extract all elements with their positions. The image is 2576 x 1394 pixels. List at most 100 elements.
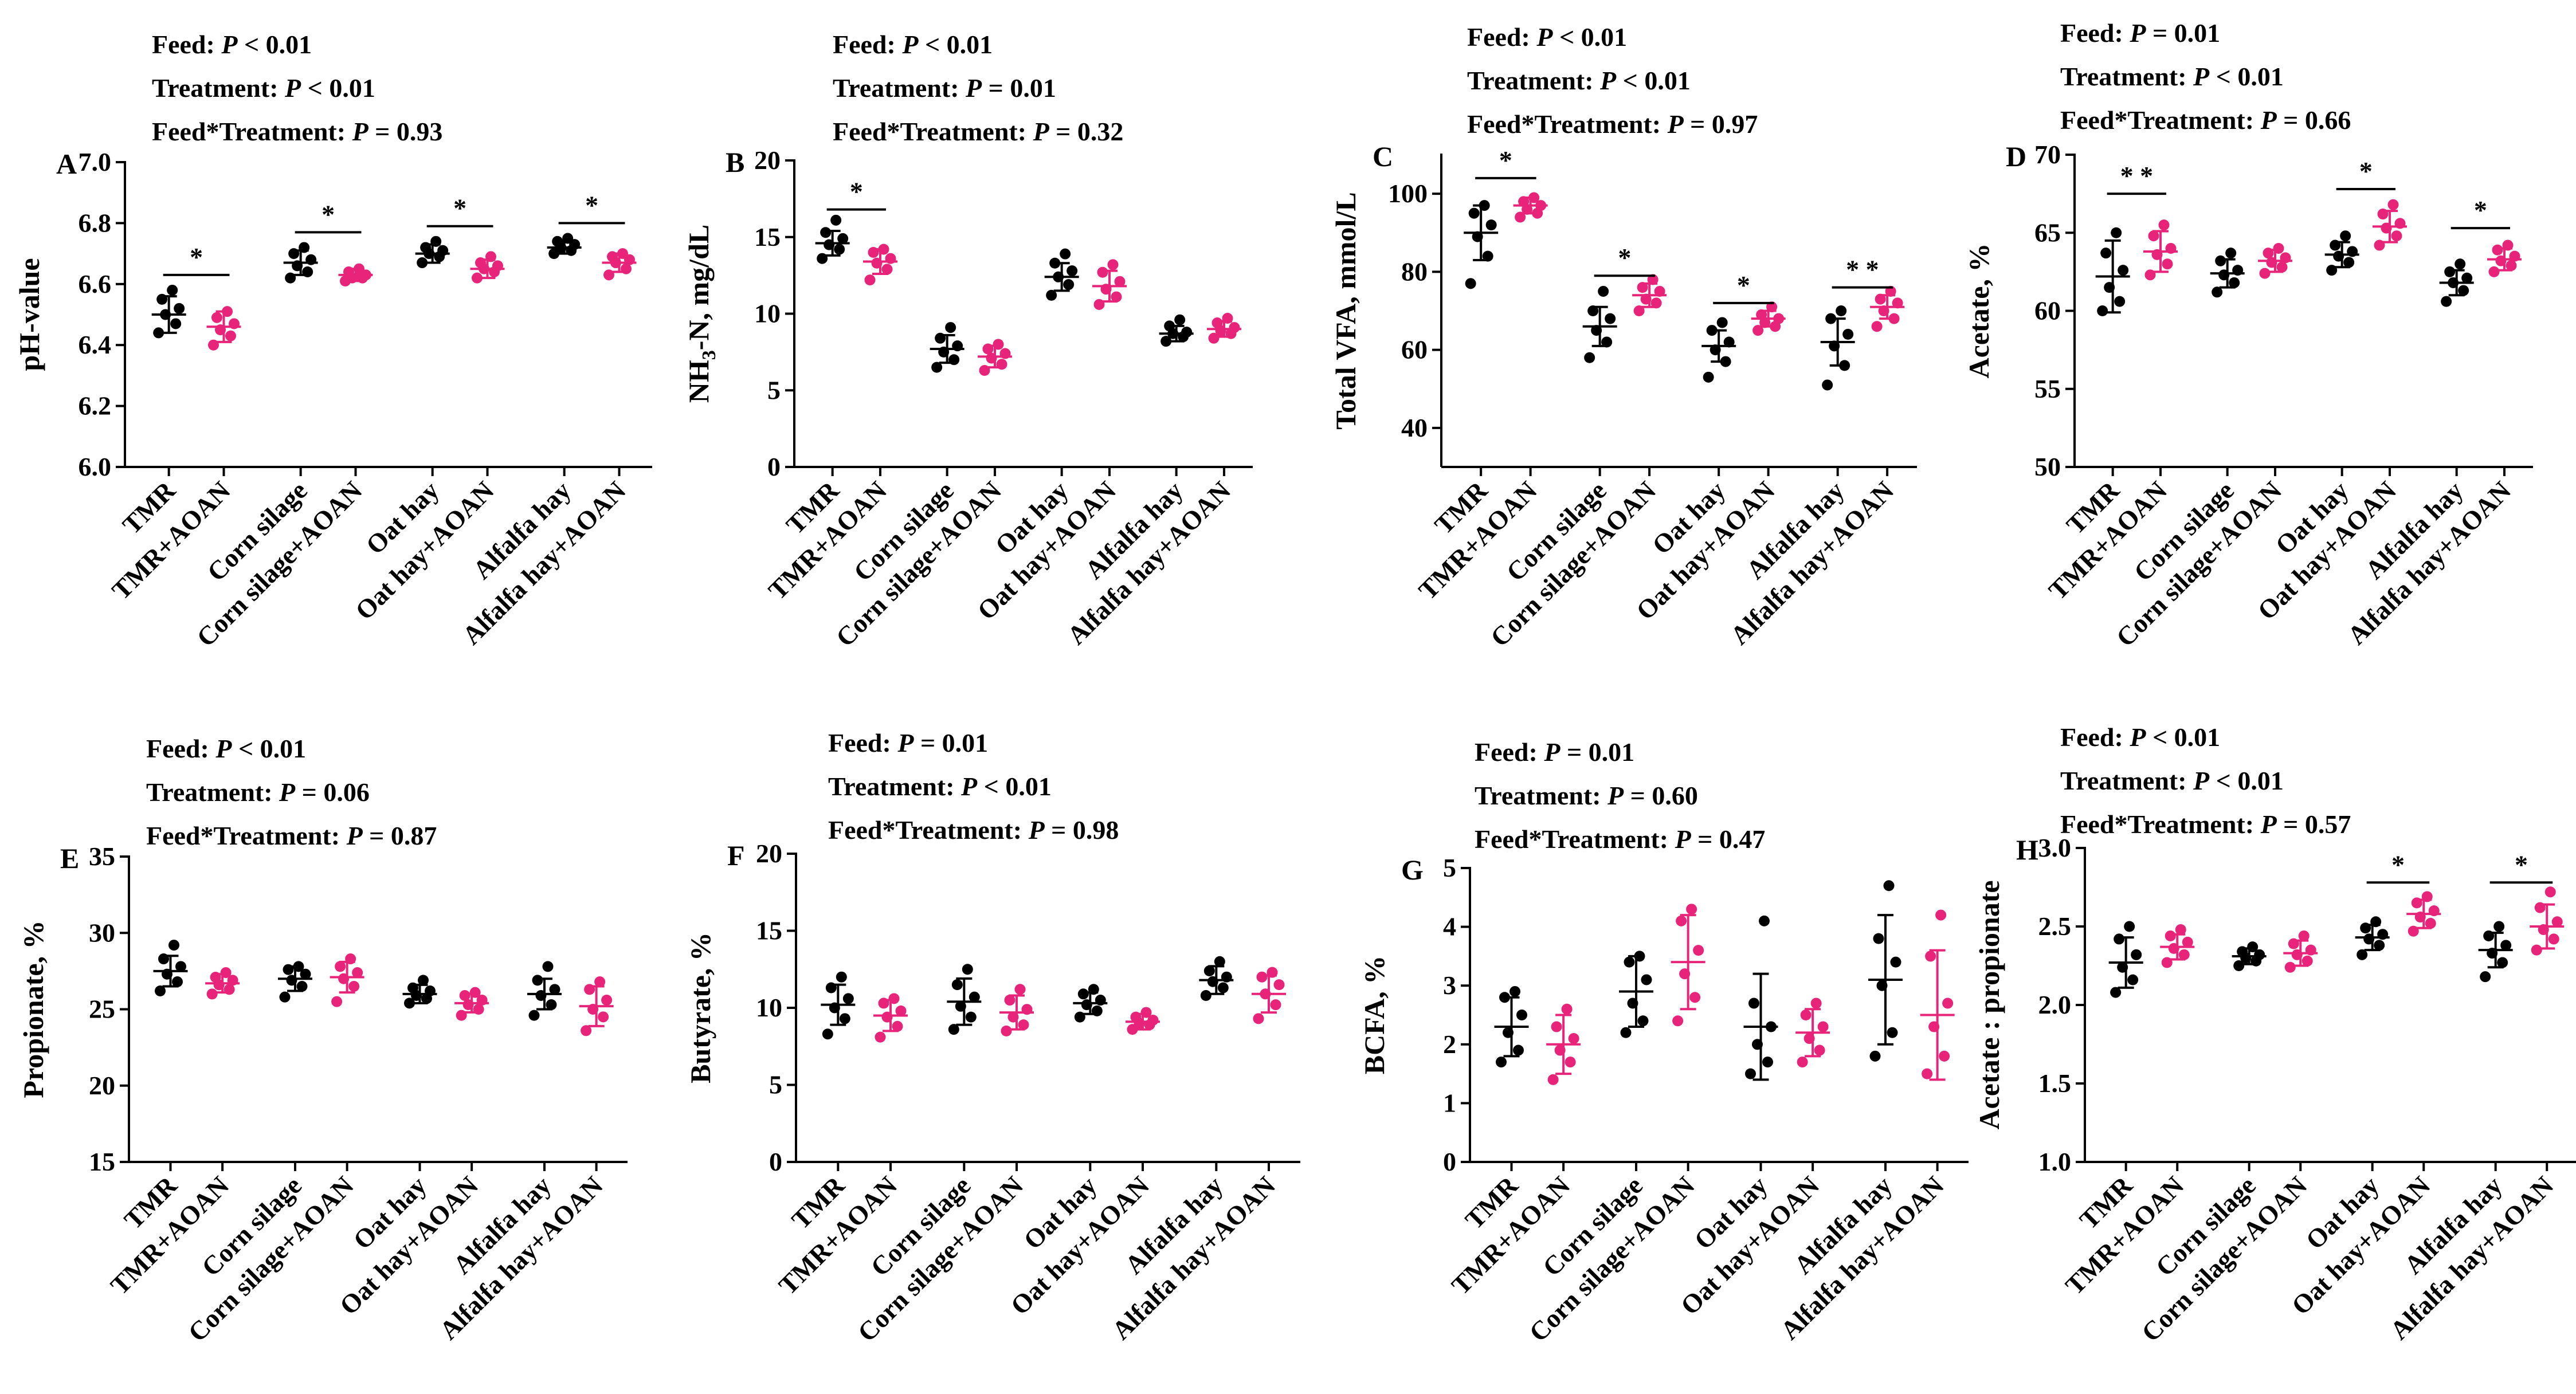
y-tick-label: 0 [769,1147,782,1176]
stat-label: Feed: [146,734,215,763]
data-point [1535,200,1547,211]
stat-line: Feed*Treatment: P = 0.97 [1467,109,1758,139]
data-point [2263,248,2274,259]
y-axis-label: Propionate, % [17,920,49,1098]
data-point [1887,1027,1898,1038]
data-point [2502,239,2514,251]
data-point [206,988,218,1000]
data-point [2218,269,2230,281]
data-point [535,990,547,1002]
data-point [2284,961,2296,973]
data-point [1883,880,1895,892]
data-point [288,248,300,260]
data-point [1624,956,1635,968]
data-point [1465,278,1476,289]
stat-p-symbol: P [2193,62,2210,91]
data-point [1203,965,1215,976]
data-point [822,1028,833,1040]
data-point [2291,949,2303,960]
data-point [1752,1039,1763,1050]
stat-p-symbol: P [1667,109,1684,139]
data-point [1222,313,1233,324]
data-point [986,352,997,364]
data-point [2495,255,2507,266]
data-point [1021,1004,1033,1015]
data-point [1756,309,1767,320]
data-point [170,318,182,329]
group-6 [2478,921,2513,983]
data-point [2273,243,2284,254]
data-point [2493,921,2505,932]
data-point [1689,992,1701,1003]
data-point [1885,285,1896,297]
data-point [1260,988,1271,1000]
stat-value: = 0.01 [982,73,1056,103]
stat-line: Feed*Treatment: P = 0.66 [2060,105,2351,135]
data-point [354,263,364,274]
panel-letter: C [1373,140,1393,172]
stat-line: Feed*Treatment: P = 0.32 [833,117,1123,146]
data-point [2377,209,2389,220]
stat-line: Feed*Treatment: P = 0.57 [2060,810,2351,839]
data-point [2414,912,2426,923]
group-7 [1207,313,1241,344]
stat-p-symbol: P [1028,815,1045,845]
group-0 [821,971,856,1040]
data-point [1676,915,1687,926]
y-tick-label: 0 [1443,1147,1456,1176]
data-point [1014,984,1026,995]
panel-letter: H [2016,834,2038,866]
data-point [938,346,950,358]
stat-label: Feed: [2060,18,2130,48]
panel-e: Feed: P < 0.01 Treatment: P = 0.06 Feed*Tr… [17,734,628,1347]
data-point [875,1031,886,1043]
data-point [1829,340,1840,352]
data-point [587,1004,599,1015]
data-point [2500,940,2512,951]
group-2 [283,242,318,284]
data-point [979,364,990,376]
data-point [2458,285,2469,296]
data-point [1479,200,1490,211]
data-point [1208,332,1220,344]
data-point [1587,305,1599,316]
data-point [220,967,232,979]
data-point [2488,266,2500,277]
data-point [2118,265,2129,276]
stat-line: Treatment: P < 0.01 [828,772,1052,801]
data-point [1839,360,1850,371]
data-point [2483,930,2495,941]
data-point [2168,943,2179,954]
y-tick-label: 100 [1388,179,1428,208]
group-3 [999,984,1034,1036]
stat-p-symbol: P [1543,737,1561,767]
data-point [430,235,442,247]
data-point [1935,909,1947,921]
data-point [603,269,614,281]
group-7 [1920,909,1955,1081]
data-point [1836,305,1847,316]
data-point [1591,325,1602,336]
data-point [1229,322,1240,333]
stat-value: < 0.01 [2209,766,2284,795]
data-point [1207,976,1218,987]
data-point [1637,1015,1649,1027]
stat-p-symbol: P [2193,766,2210,795]
data-point [2225,248,2237,259]
data-point [2212,286,2223,298]
data-point [837,233,849,244]
data-point [2487,948,2498,959]
significance-marker: * [1737,270,1750,300]
data-point [227,975,238,986]
y-tick-label: 4 [1443,912,1456,941]
stat-line: Feed*Treatment: P = 0.87 [146,821,437,850]
data-point [2114,933,2125,945]
y-tick-label: 25 [89,995,115,1024]
data-point [1869,1050,1881,1062]
stat-value: = 0.01 [2146,18,2220,48]
data-point [1516,1010,1527,1020]
stat-line: Treatment: P < 0.01 [1467,66,1691,95]
data-point [2165,930,2176,941]
data-point [1063,279,1075,290]
group-6 [2439,258,2474,307]
